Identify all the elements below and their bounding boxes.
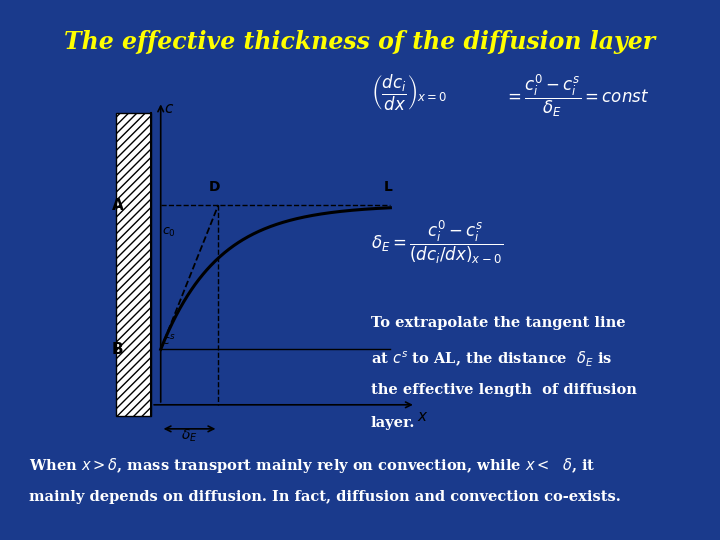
Text: $c_0$: $c_0$ [162,225,176,239]
Text: The effective thickness of the diffusion layer: The effective thickness of the diffusion… [64,30,656,53]
Text: L: L [384,180,393,194]
Text: A: A [112,198,123,213]
Text: $\left(\dfrac{dc_i}{dx}\right)_{x=0}$: $\left(\dfrac{dc_i}{dx}\right)_{x=0}$ [371,73,447,113]
Bar [117,113,151,416]
Text: $\delta_E = \dfrac{c_i^0 - c_i^s}{(dc_i / dx)_{x-0}}$: $\delta_E = \dfrac{c_i^0 - c_i^s}{(dc_i … [371,219,503,266]
Text: B: B [112,342,123,357]
Text: the effective length  of diffusion: the effective length of diffusion [371,383,636,397]
Text: $c$: $c$ [164,102,174,117]
Text: $c^s$: $c^s$ [162,334,176,347]
Text: $\delta_E$: $\delta_E$ [181,427,198,444]
Text: $x$: $x$ [418,408,429,423]
Text: layer.: layer. [371,416,415,430]
Text: at $c^s$ to AL, the distance  $\delta_E$ is: at $c^s$ to AL, the distance $\delta_E$ … [371,349,613,369]
Text: When $x > \delta$, mass transport mainly rely on convection, while $x <$  $\delt: When $x > \delta$, mass transport mainly… [29,456,595,475]
Text: mainly depends on diffusion. In fact, diffusion and convection co-exists.: mainly depends on diffusion. In fact, di… [29,490,621,504]
Text: $= \dfrac{c_i^0 - c_i^s}{\delta_E} = const$: $= \dfrac{c_i^0 - c_i^s}{\delta_E} = con… [504,73,649,119]
Text: To extrapolate the tangent line: To extrapolate the tangent line [371,316,626,330]
Text: D: D [209,180,220,194]
